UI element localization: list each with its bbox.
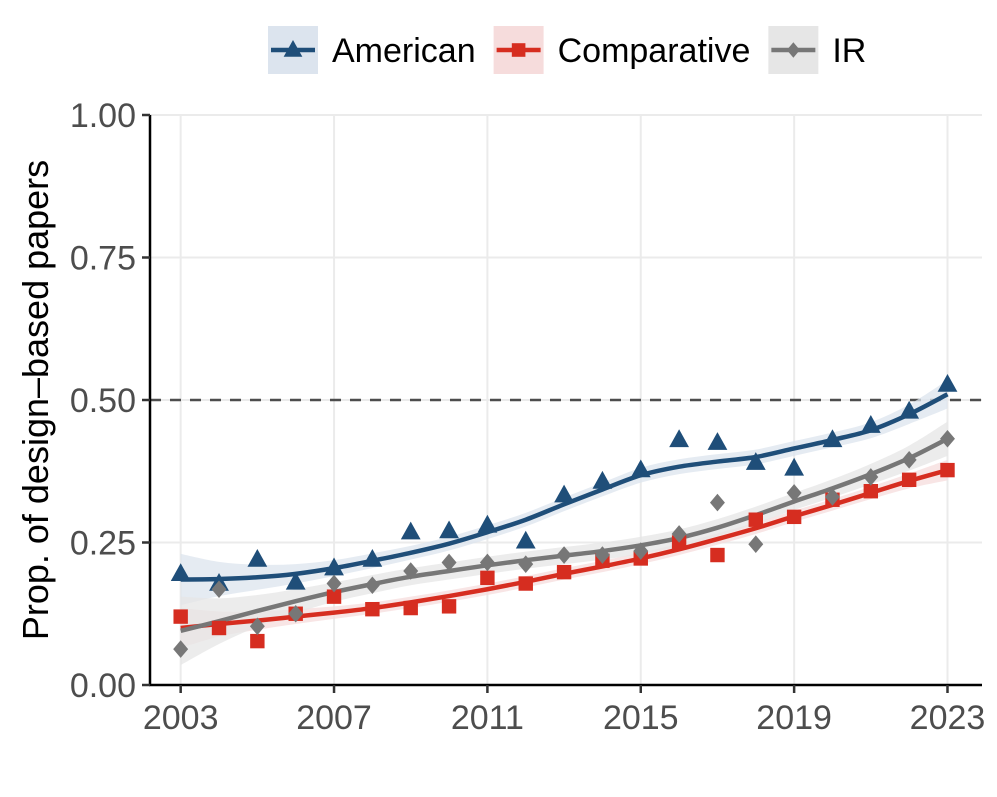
point-comparative-2007	[326, 589, 342, 604]
point-ir-2003	[173, 640, 189, 658]
point-american-2021	[860, 415, 881, 433]
legend-key-marker-ir	[786, 42, 800, 58]
point-american-2013	[554, 484, 574, 503]
point-ir-2007	[326, 574, 342, 593]
y-tick-label-0-75: 0.75	[70, 240, 136, 278]
y-tick-label-0-5: 0.50	[70, 382, 136, 420]
point-ir-2008	[364, 576, 380, 595]
y-tick-label-0-25: 0.25	[70, 525, 136, 563]
data-points	[170, 374, 958, 658]
y-tick-label-0: 0.00	[70, 667, 136, 705]
legend-item-american: American	[268, 26, 476, 74]
legend-key-marker-american	[283, 39, 303, 57]
point-comparative-2019	[786, 509, 802, 525]
point-comparative-2003	[173, 609, 188, 624]
point-comparative-2017	[710, 547, 725, 563]
legend-label-comparative: Comparative	[558, 32, 751, 70]
point-comparative-2018	[748, 512, 763, 527]
x-tick-label-2019: 2019	[756, 699, 832, 737]
point-ir-2013	[556, 546, 572, 564]
legend-key-marker-comparative	[511, 43, 526, 57]
point-ir-2018	[748, 535, 764, 554]
point-comparative-2012	[518, 576, 533, 591]
point-ir-2020	[824, 488, 840, 506]
point-american-2009	[400, 521, 421, 540]
tick-labels: 0.00 0.25 0.50 0.75 1.00 2003 2007 2011 2015 2019…	[70, 97, 986, 737]
point-american-2022	[899, 400, 920, 419]
point-ir-2011	[479, 553, 495, 572]
band-american	[180, 380, 948, 606]
y-tick-label-1: 1.00	[70, 97, 136, 135]
point-american-2017	[707, 432, 728, 450]
x-tick-label-2003: 2003	[143, 699, 219, 737]
point-american-2007	[324, 557, 344, 576]
point-ir-2015	[633, 542, 649, 560]
point-american-2008	[362, 548, 383, 567]
smooth-line-ir	[180, 436, 949, 634]
x-tick-label-2015: 2015	[603, 699, 679, 737]
axes	[142, 113, 982, 693]
point-american-2020	[822, 429, 843, 448]
point-comparative-2021	[863, 484, 879, 499]
x-tick-label-2023: 2023	[910, 699, 986, 737]
point-american-2011	[477, 514, 498, 533]
point-ir-2016	[671, 525, 687, 543]
point-american-2023	[937, 374, 958, 392]
point-ir-2023	[940, 429, 955, 448]
smooth-line-american	[180, 392, 949, 582]
point-comparative-2013	[556, 564, 572, 580]
point-comparative-2022	[901, 472, 917, 487]
point-american-2012	[515, 530, 536, 549]
point-american-2006	[285, 571, 306, 590]
point-comparative-2010	[441, 599, 457, 614]
point-ir-2021	[863, 468, 879, 486]
point-american-2015	[630, 459, 651, 478]
point-ir-2014	[594, 546, 610, 564]
point-comparative-2009	[403, 600, 418, 616]
point-comparative-2011	[480, 570, 495, 586]
point-american-2016	[669, 429, 690, 448]
legend: American Comparative IR	[268, 26, 866, 74]
legend-item-ir: IR	[768, 26, 866, 74]
point-american-2005	[247, 548, 268, 567]
point-american-2018	[745, 452, 766, 470]
legend-item-comparative: Comparative	[493, 26, 751, 74]
point-ir-2012	[518, 555, 534, 573]
point-ir-2022	[901, 451, 917, 469]
point-ir-2006	[288, 604, 304, 623]
x-tick-label-2007: 2007	[296, 699, 372, 737]
point-american-2014	[592, 470, 613, 489]
point-comparative-2004	[211, 620, 227, 636]
point-ir-2009	[403, 562, 419, 580]
point-american-2019	[784, 457, 805, 476]
point-american-2010	[439, 520, 459, 539]
x-tick-label-2011: 2011	[451, 699, 524, 737]
point-comparative-2008	[365, 601, 380, 617]
legend-label-american: American	[332, 32, 476, 70]
point-american-2003	[170, 563, 191, 582]
legend-label-ir: IR	[832, 32, 866, 70]
y-axis-title: Prop. of design–based papers	[15, 160, 56, 640]
point-ir-2010	[441, 553, 457, 572]
point-ir-2004	[211, 580, 227, 599]
point-comparative-2005	[250, 633, 265, 649]
point-ir-2005	[249, 617, 265, 636]
point-ir-2019	[786, 484, 802, 502]
point-comparative-2023	[940, 462, 955, 478]
point-ir-2017	[709, 493, 725, 512]
